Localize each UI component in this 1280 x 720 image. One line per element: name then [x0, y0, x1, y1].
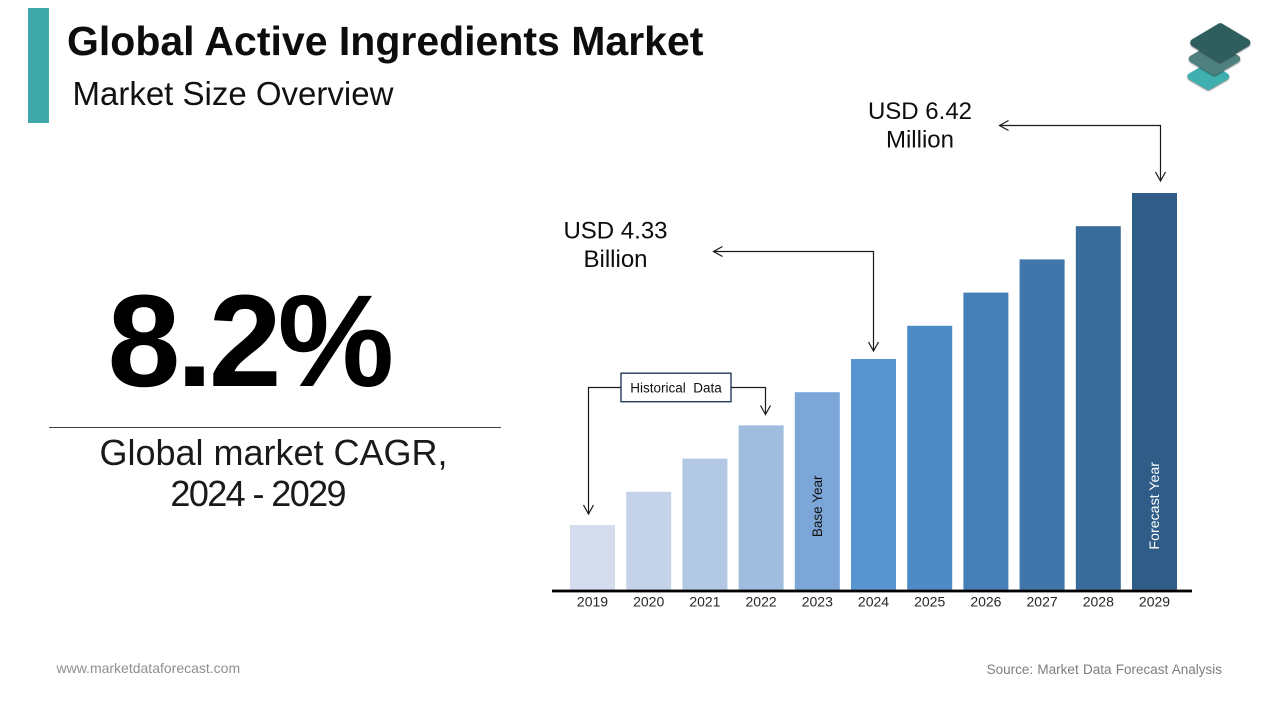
svg-text:Forecast Year: Forecast Year — [1147, 462, 1163, 550]
svg-text:Billion: Billion — [583, 246, 647, 273]
svg-text:2025: 2025 — [914, 594, 945, 610]
svg-text:2027: 2027 — [1027, 594, 1058, 610]
svg-text:2021: 2021 — [689, 594, 720, 610]
svg-text:Million: Million — [886, 127, 954, 154]
svg-text:USD 4.33: USD 4.33 — [563, 217, 667, 244]
svg-text:Base Year: Base Year — [810, 475, 825, 537]
svg-text:2026: 2026 — [970, 594, 1001, 610]
svg-text:2028: 2028 — [1083, 594, 1114, 610]
svg-text:2022: 2022 — [746, 594, 777, 610]
svg-text:2029: 2029 — [1139, 594, 1170, 610]
svg-text:2020: 2020 — [633, 594, 664, 610]
svg-text:2019: 2019 — [577, 594, 608, 610]
svg-text:2024: 2024 — [858, 594, 889, 610]
svg-text:Historical Data: Historical Data — [630, 380, 722, 395]
svg-text:2023: 2023 — [802, 594, 833, 610]
svg-text:USD 6.42: USD 6.42 — [868, 98, 972, 125]
